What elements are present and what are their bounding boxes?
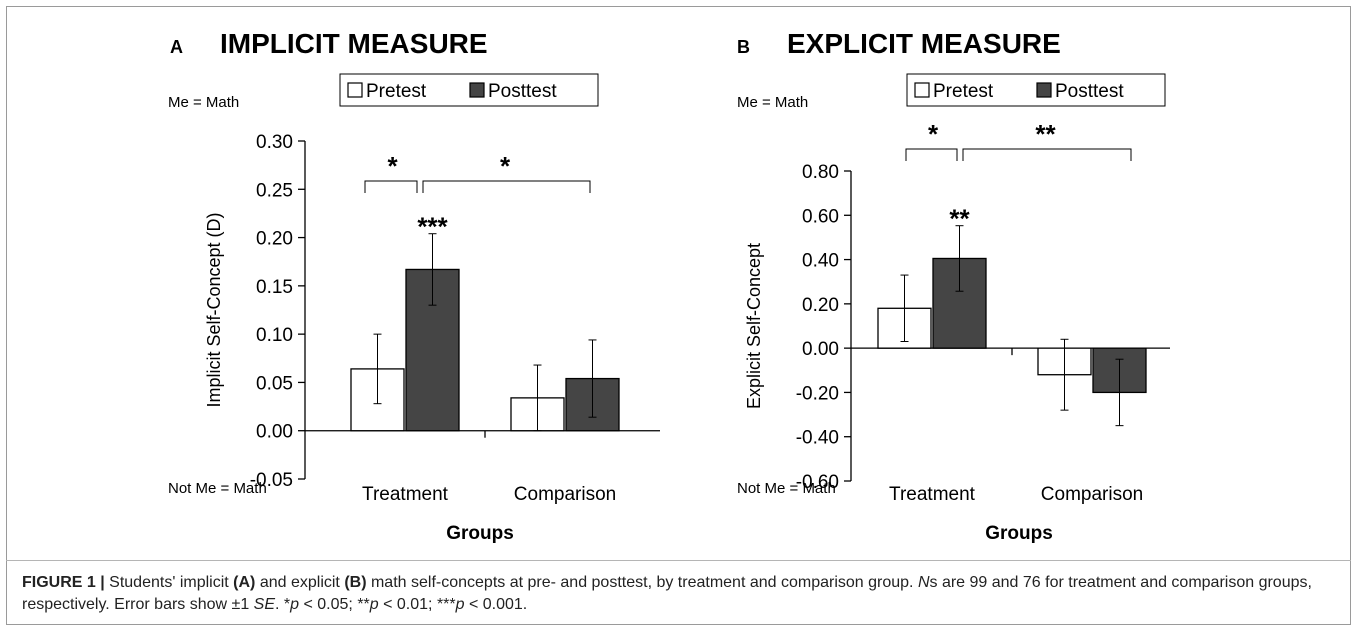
panel-b-y-label: Explicit Self-Concept xyxy=(744,243,764,409)
panel-a-bottom-anchor: Not Me = Math xyxy=(168,480,267,497)
caption-n-symbol: N xyxy=(917,574,930,591)
caption-text-7: < 0.01; *** xyxy=(378,596,456,613)
panel-b-bottom-anchor: Not Me = Math xyxy=(737,480,836,497)
panel-b-y-tick-label: -0.60 xyxy=(796,472,839,493)
panel-a-y-tick-label: 0.30 xyxy=(256,132,293,153)
figure-frame xyxy=(6,6,1351,625)
panel-b-x-tick-label-comparison: Comparison xyxy=(1041,484,1143,505)
panel-b-letter: B xyxy=(737,37,750,57)
panel-b-x-label: Groups xyxy=(985,523,1053,544)
panel-b-y-tick-label: 0.40 xyxy=(802,251,839,272)
caption-text-8: < 0.001. xyxy=(464,596,528,613)
panel-a-title: IMPLICIT MEASURE xyxy=(220,28,488,59)
panel-a-legend-swatch-pretest xyxy=(347,82,363,98)
caption-label: FIGURE 1 | xyxy=(22,574,105,591)
panel-b-legend-box xyxy=(906,73,1166,107)
panel-a-bracket-between xyxy=(422,180,591,193)
caption-se: SE xyxy=(253,596,276,613)
panel-b-y-tick-label: 0.80 xyxy=(802,162,839,183)
panel-b-bracket-within xyxy=(905,148,958,161)
panel-a-bracket-within xyxy=(364,180,418,193)
panel-a-y-tick-label: 0.15 xyxy=(256,277,293,298)
caption-text-1: Students' implicit xyxy=(104,574,234,591)
panel-a-legend-swatch-posttest xyxy=(469,82,485,98)
panel-a-y-tick-label: 0.25 xyxy=(256,180,293,201)
panel-a-posttest-stars: *** xyxy=(417,212,448,242)
panel-b-bracket-between xyxy=(962,148,1132,161)
panel-b-y-tick-label: -0.40 xyxy=(796,428,839,449)
panel-b-x-tick-label-treatment: Treatment xyxy=(889,484,976,505)
caption-divider xyxy=(6,560,1351,561)
panel-b-title: EXPLICIT MEASURE xyxy=(787,28,1061,59)
figure-caption: FIGURE 1 | Students' implicit (A) and ex… xyxy=(22,572,1340,616)
caption-text-4: s are 99 and 76 for treatment and compar… xyxy=(22,574,1312,613)
panel-a-legend-box xyxy=(339,73,599,107)
panel-a-bracket-within-stars: * xyxy=(387,151,398,181)
caption-text-6: < 0.05; ** xyxy=(299,596,370,613)
caption-p-symbol-2: p xyxy=(369,596,379,613)
panel-b-legend-label-posttest: Posttest xyxy=(1055,81,1124,102)
panel-a-top-anchor: Me = Math xyxy=(168,94,239,111)
panel-a-bracket-between-stars: * xyxy=(500,151,511,181)
panel-a-y-tick-label: 0.05 xyxy=(256,373,293,394)
panel-a-y-tick-label: 0.00 xyxy=(256,422,293,443)
panel-b-y-tick-label: -0.20 xyxy=(796,383,839,404)
panel-a-y-tick-label: -0.05 xyxy=(250,470,293,491)
panel-a-legend-label-posttest: Posttest xyxy=(488,81,557,102)
panel-a-y-tick-label: 0.20 xyxy=(256,229,293,250)
caption-text-5: . * xyxy=(275,596,291,613)
panel-a-y-tick-label: 0.10 xyxy=(256,325,293,346)
panel-a-y-label: Implicit Self-Concept (D) xyxy=(204,212,224,407)
panel-b-top-anchor: Me = Math xyxy=(737,94,808,111)
panel-b-bracket-between-stars: ** xyxy=(1035,119,1056,149)
caption-ref-b: (B) xyxy=(344,574,367,591)
panel-b-y-tick-label: 0.00 xyxy=(802,339,839,360)
panel-b-legend-swatch-pretest xyxy=(914,82,930,98)
panel-b-posttest-stars: ** xyxy=(949,204,970,234)
panel-a-x-label: Groups xyxy=(446,523,514,544)
panel-a-x-tick-label-treatment: Treatment xyxy=(362,484,449,505)
caption-text-3: math self-concepts at pre- and posttest,… xyxy=(366,574,918,591)
caption-ref-a: (A) xyxy=(233,574,256,591)
caption-text-2: and explicit xyxy=(255,574,345,591)
panel-a-letter: A xyxy=(170,37,183,57)
panel-b-y-tick-label: 0.20 xyxy=(802,295,839,316)
panel-a-x-tick-label-comparison: Comparison xyxy=(514,484,616,505)
panel-b-y-tick-label: 0.60 xyxy=(802,206,839,227)
caption-p-symbol-1: p xyxy=(290,596,300,613)
panel-b-bracket-within-stars: * xyxy=(928,119,939,149)
panel-b-legend-swatch-posttest xyxy=(1036,82,1052,98)
panel-a-legend-label-pretest: Pretest xyxy=(366,81,427,102)
charts-canvas: A IMPLICIT MEASURE Pretest Posttest Me = Mat… xyxy=(168,28,1170,544)
caption-p-symbol-3: p xyxy=(455,596,465,613)
panel-b-legend-label-pretest: Pretest xyxy=(933,81,994,102)
